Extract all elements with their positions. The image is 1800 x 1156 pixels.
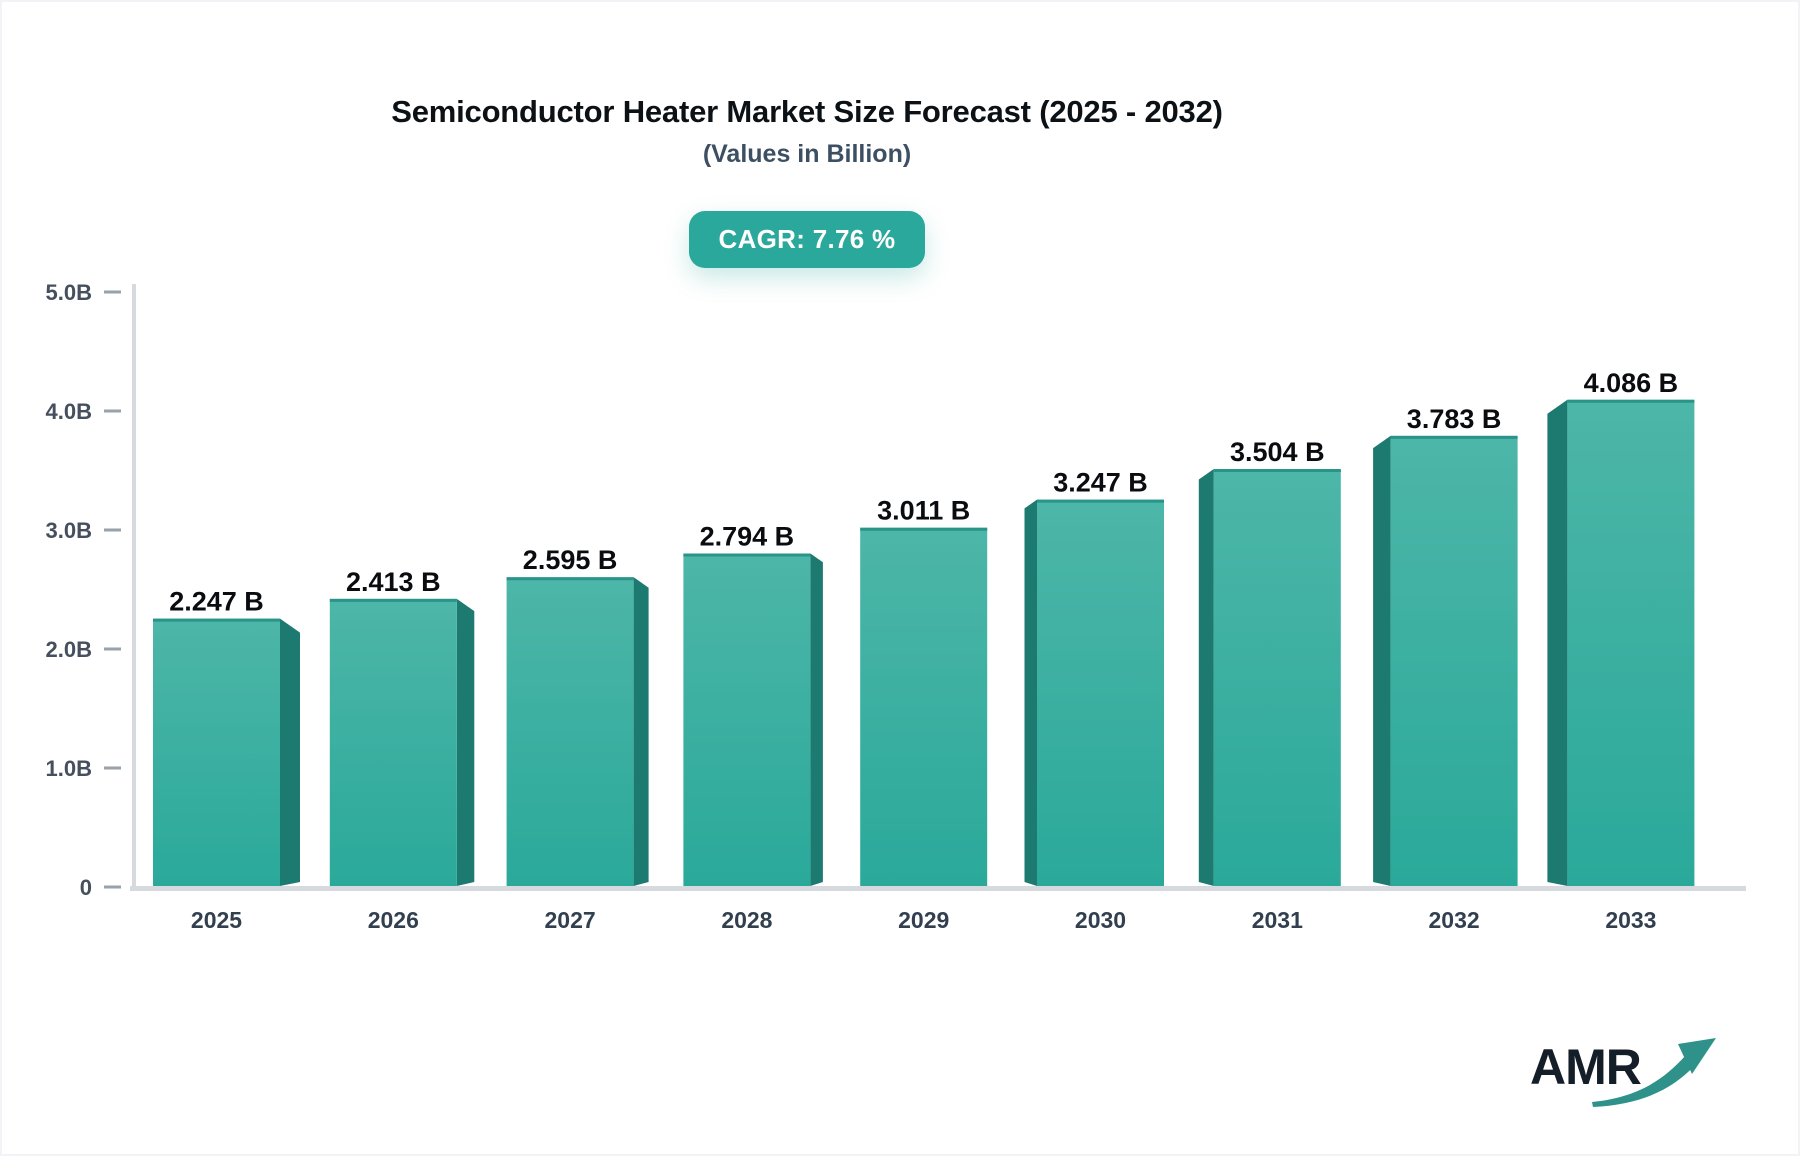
bar-side-face [1024, 499, 1037, 886]
bar-side-face [1547, 399, 1568, 886]
y-axis-tick-label: 5.0B [46, 280, 92, 305]
x-axis-label: 2033 [1605, 907, 1656, 933]
x-axis-label: 2027 [545, 907, 596, 933]
amr-logo: AMR [1530, 1038, 1730, 1118]
bar-2032 [1390, 435, 1518, 886]
x-axis-line [130, 886, 1746, 891]
bar-value-label: 3.783 B [1407, 404, 1502, 434]
bar-side-face [633, 577, 649, 886]
y-axis-tick-label: 0 [80, 875, 92, 900]
bar-2027 [506, 577, 634, 886]
x-axis-label: 2025 [191, 907, 242, 933]
y-axis-tick-label: 3.0B [46, 518, 92, 543]
bar-2030 [1037, 499, 1164, 886]
y-axis-tick-label: 1.0B [46, 756, 92, 781]
y-axis-line [132, 284, 136, 891]
bar-value-label: 2.247 B [169, 587, 264, 617]
y-axis-tick-label: 2.0B [46, 637, 92, 662]
bar-value-label: 4.086 B [1584, 368, 1679, 398]
amr-logo-text: AMR [1530, 1039, 1642, 1095]
x-axis-label: 2031 [1252, 907, 1303, 933]
bar-side-face [456, 598, 475, 886]
bar-side-face [810, 553, 823, 886]
bar-value-label: 2.413 B [346, 567, 441, 597]
bar-2029 [860, 527, 988, 886]
cagr-badge: CAGR: 7.76 % [688, 211, 926, 268]
x-axis-label: 2030 [1075, 907, 1126, 933]
bar-value-label: 3.247 B [1053, 468, 1148, 498]
chart-title: Semiconductor Heater Market Size Forecas… [391, 94, 1223, 129]
chart-header: Semiconductor Heater Market Size Forecas… [2, 2, 1612, 268]
bar-value-label: 2.595 B [523, 545, 618, 575]
chart-subtitle: (Values in Billion) [702, 140, 912, 168]
bar-2026 [329, 598, 457, 886]
bar-value-label: 3.011 B [877, 496, 970, 526]
x-axis-label: 2028 [721, 907, 772, 933]
y-axis-tick-label: 4.0B [46, 399, 92, 424]
bar-value-label: 2.794 B [700, 522, 795, 552]
bar-side-face [1198, 469, 1214, 886]
x-axis-label: 2026 [368, 907, 419, 933]
x-axis-label: 2029 [898, 907, 949, 933]
bar-2031 [1213, 469, 1341, 886]
bar-2033 [1567, 399, 1695, 886]
bar-side-face [1373, 435, 1391, 886]
bar-2028 [683, 553, 811, 886]
x-axis-label: 2032 [1429, 907, 1480, 933]
bar-value-label: 3.504 B [1230, 437, 1325, 467]
bar-side-face [280, 618, 300, 886]
growth-arrow-icon [1592, 1038, 1716, 1107]
bar-2025 [153, 618, 280, 886]
